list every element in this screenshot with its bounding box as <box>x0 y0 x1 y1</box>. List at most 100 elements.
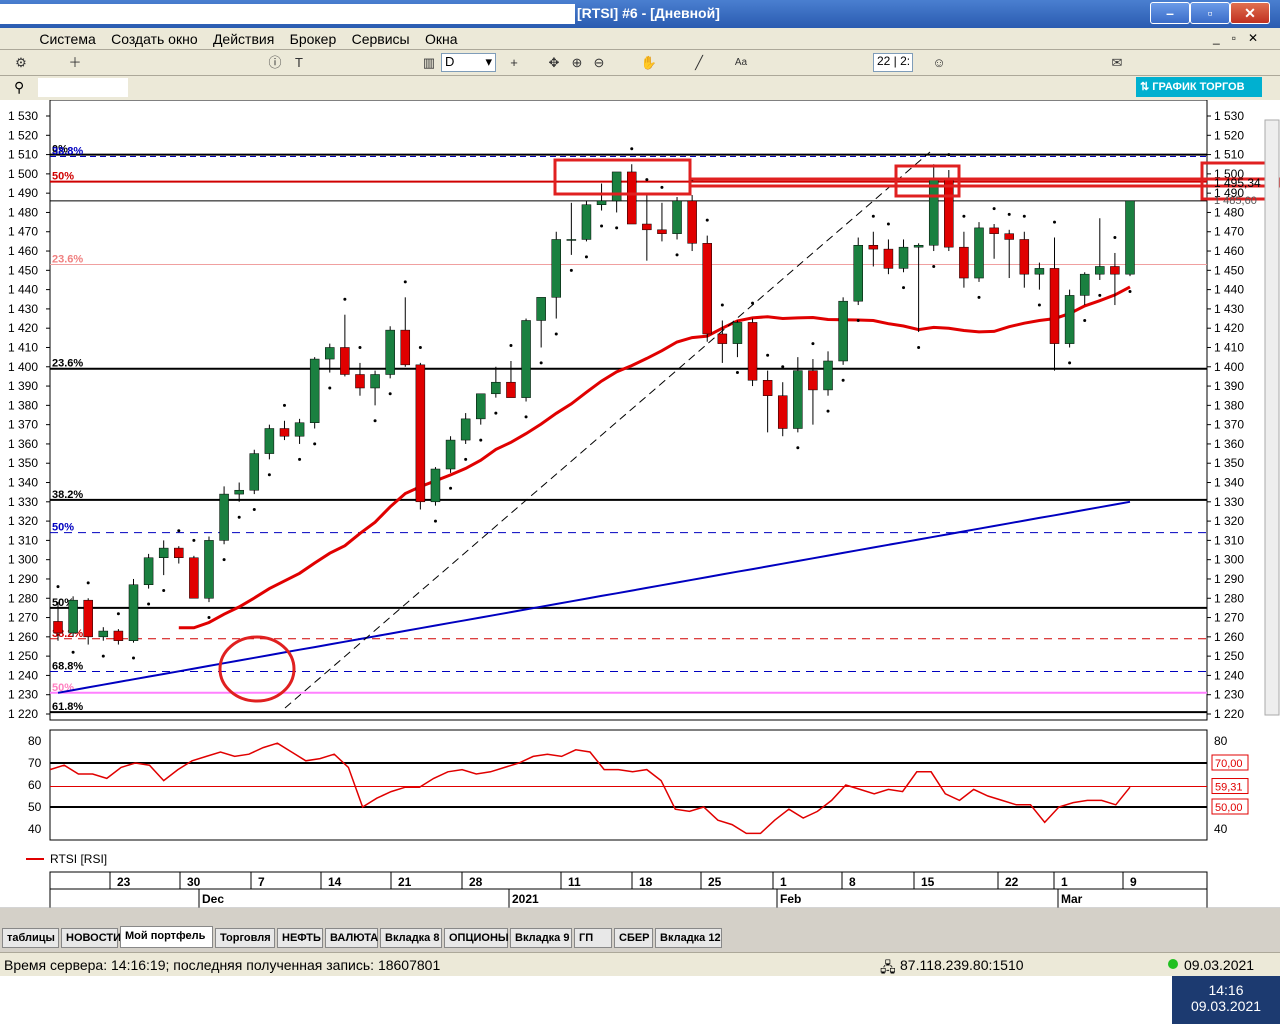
info-icon[interactable]: ⓘ <box>268 55 282 70</box>
candle <box>1095 218 1105 297</box>
tab-1[interactable]: НОВОСТИ <box>61 928 121 948</box>
tab-6[interactable]: Вкладка 8 <box>380 928 442 948</box>
tab-9[interactable]: ГП <box>574 928 612 948</box>
tab-8[interactable]: Вкладка 9 <box>510 928 572 948</box>
candle-body <box>234 489 244 495</box>
x-tick-label: 1 <box>780 875 787 889</box>
rsi-level-box <box>1211 798 1249 815</box>
zoom-field[interactable]: 22 | 2: <box>873 53 913 72</box>
candle <box>913 243 924 349</box>
sar-dot <box>237 515 241 519</box>
text-icon[interactable]: T <box>295 55 303 70</box>
sar-dot <box>811 342 815 346</box>
candle <box>506 344 516 398</box>
candle-body <box>853 244 863 302</box>
menu-create-window[interactable]: Создать окно <box>111 31 198 47</box>
candle <box>415 345 426 510</box>
hand-icon[interactable]: ✋ <box>640 55 658 70</box>
candle <box>491 366 501 415</box>
zoom-in-icon[interactable]: ⊕ <box>571 55 583 70</box>
candle <box>596 183 607 228</box>
portfolio-icon[interactable]: ☺ <box>932 55 946 70</box>
candle-body <box>143 557 154 586</box>
candle <box>400 280 411 367</box>
trade-graph-button[interactable]: ⇅ ГРАФИК ТОРГОВ <box>1136 77 1262 97</box>
chart-type-icon[interactable]: ▥ <box>422 55 436 70</box>
candle <box>732 320 743 375</box>
candle <box>762 353 773 433</box>
candle-body <box>1049 268 1060 344</box>
month-label: 2021 <box>512 892 539 906</box>
title-blank <box>0 4 575 24</box>
highlight-band <box>688 177 1280 188</box>
font-icon[interactable]: Aa <box>734 57 748 68</box>
x-tick-label: 1 <box>1061 875 1068 889</box>
search-input[interactable] <box>38 78 128 97</box>
tab-bar: таблицы НОВОСТИ Мой портфель Торговля НЕФТЬ В… <box>0 926 1280 950</box>
connection-icon <box>1168 959 1178 969</box>
zoom-out-icon[interactable]: ⊖ <box>593 55 605 70</box>
y-tick-left: 1 430 <box>8 302 38 316</box>
tab-7[interactable]: ОПЦИОНЫ <box>444 928 509 948</box>
candle <box>823 351 833 413</box>
mdi-controls-icon[interactable]: _▫✕ <box>1213 31 1270 45</box>
menu-windows[interactable]: Окна <box>424 31 458 47</box>
sar-dot <box>856 318 860 322</box>
tab-0[interactable]: таблицы <box>2 928 59 948</box>
crosshair-icon[interactable]: + <box>510 55 518 70</box>
close-button[interactable]: ✕ <box>1230 2 1270 24</box>
line-icon[interactable]: ╱ <box>695 55 703 70</box>
candle <box>642 178 652 261</box>
period-select[interactable]: D ▾ <box>441 53 496 72</box>
minimize-button[interactable]: – <box>1150 2 1190 24</box>
tab-4[interactable]: НЕФТЬ <box>277 928 323 948</box>
y-tick-right: 1 450 <box>1214 263 1244 277</box>
search-icon[interactable]: ⚲ <box>14 79 25 95</box>
chart-area[interactable]: 1 530 1 530 1 520 1 520 1 510 1 510 1 500 1 500… <box>0 99 1280 925</box>
sar-dot <box>645 178 649 182</box>
menu-system[interactable]: Система <box>39 31 96 47</box>
y-tick-right: 1 420 <box>1214 321 1244 335</box>
y-tick-right: 1 230 <box>1214 688 1244 702</box>
maximize-button[interactable]: ▫ <box>1190 2 1230 24</box>
sar-dot <box>358 345 362 349</box>
time-axis-panel <box>49 871 1208 909</box>
tab-5[interactable]: ВАЛЮТА <box>325 928 378 948</box>
candle <box>113 612 124 645</box>
y-tick-left: 1 480 <box>8 205 38 219</box>
menu-broker[interactable]: Брокер <box>289 31 337 47</box>
candle <box>521 318 531 419</box>
candle-body <box>898 246 909 269</box>
add-icon[interactable]: ＋ <box>68 55 82 70</box>
tool-icon[interactable]: ⚙ <box>15 55 27 70</box>
red-ma-line <box>178 285 1131 630</box>
menu-services[interactable]: Сервисы <box>351 31 410 47</box>
sar-dot <box>1083 318 1087 322</box>
candle <box>1004 212 1014 279</box>
tab-2[interactable]: Мой портфель <box>120 926 213 948</box>
sar-dot <box>569 268 573 272</box>
x-tick-label: 28 <box>469 875 483 889</box>
month-label: Dec <box>202 892 224 906</box>
y-tick-right: 1 330 <box>1214 495 1244 509</box>
candle-body <box>642 223 652 231</box>
candle <box>838 297 848 382</box>
candle-body <box>83 599 93 638</box>
menu-actions[interactable]: Действия <box>212 31 275 47</box>
candle <box>536 297 546 365</box>
tray-clock[interactable]: 14:16 09.03.2021 <box>1172 976 1280 1024</box>
move-icon[interactable]: ✥ <box>548 55 560 70</box>
rsi-level-label: 70,00 <box>1215 758 1243 770</box>
sar-dot <box>660 185 664 189</box>
candle-body <box>370 374 380 389</box>
tab-3[interactable]: Торговля <box>215 928 275 948</box>
candle <box>476 393 486 442</box>
tab-10[interactable]: СБЕР <box>614 928 653 948</box>
rsi-legend-name: RTSI [RSI] <box>50 852 107 866</box>
x-tick-label: 7 <box>258 875 265 889</box>
sar-dot <box>433 519 437 523</box>
mail-icon[interactable]: ✉ <box>1111 55 1123 70</box>
y-tick-right: 1 400 <box>1214 360 1244 374</box>
tab-11[interactable]: Вкладка 12 <box>655 928 722 948</box>
